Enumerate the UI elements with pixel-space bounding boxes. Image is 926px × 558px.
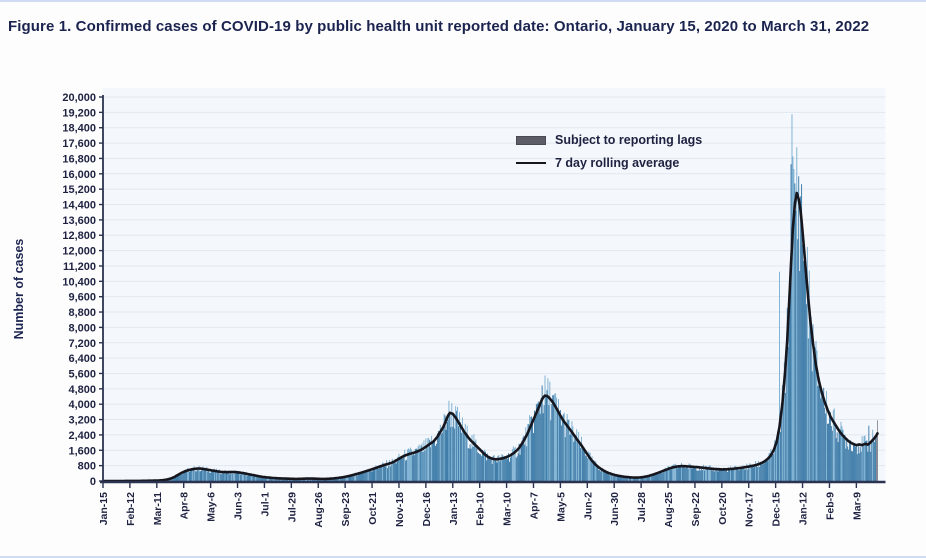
svg-text:Jan-12: Jan-12 [798, 492, 810, 525]
svg-text:12,000: 12,000 [62, 246, 96, 258]
svg-text:Sep-22: Sep-22 [690, 492, 702, 527]
svg-text:Jan-13: Jan-13 [448, 492, 460, 525]
svg-text:10,400: 10,400 [62, 276, 96, 288]
svg-text:Jun-3: Jun-3 [233, 492, 245, 520]
svg-text:2,400: 2,400 [68, 430, 96, 442]
y-axis-tick-labels: 0 800 1,600 2,400 3,200 4,000 4,800 5,600 6,400 7… [62, 92, 103, 488]
svg-text:Nov-17: Nov-17 [744, 492, 756, 527]
svg-text:May-6: May-6 [206, 492, 218, 522]
plot-background [103, 88, 886, 481]
svg-text:7,200: 7,200 [68, 338, 96, 350]
svg-text:1,600: 1,600 [68, 445, 96, 457]
svg-text:Feb-9: Feb-9 [824, 492, 836, 520]
svg-text:11,200: 11,200 [63, 261, 96, 273]
svg-text:15,200: 15,200 [62, 184, 96, 196]
svg-text:Dec-15: Dec-15 [771, 492, 783, 527]
rolling-average-line [101, 191, 879, 483]
daily-case-bars [129, 114, 878, 481]
svg-text:Jul-29: Jul-29 [286, 492, 298, 523]
reporting-lag-bars [876, 420, 878, 481]
legend-bar-swatch-icon [516, 135, 546, 145]
svg-text:16,000: 16,000 [62, 169, 96, 181]
svg-text:8,800: 8,800 [68, 307, 96, 319]
figure-title: Figure 1. Confirmed cases of COVID-19 by… [8, 18, 870, 35]
svg-text:Feb-10: Feb-10 [475, 492, 487, 526]
svg-text:Jun-30: Jun-30 [609, 492, 621, 526]
svg-text:5,600: 5,600 [68, 368, 96, 380]
svg-text:3,200: 3,200 [68, 415, 96, 427]
svg-text:Sep-23: Sep-23 [340, 492, 352, 527]
legend-label-reporting-lags: Subject to reporting lags [555, 133, 703, 147]
top-edge-strip [0, 0, 926, 2]
svg-text:4,800: 4,800 [68, 384, 96, 396]
legend-line-swatch-icon [516, 162, 546, 164]
axes [100, 95, 886, 484]
svg-text:Nov-18: Nov-18 [394, 492, 406, 527]
gridlines [103, 96, 886, 467]
svg-text:16,800: 16,800 [62, 153, 96, 165]
svg-text:19,200: 19,200 [62, 107, 96, 119]
svg-text:14,400: 14,400 [62, 200, 96, 212]
x-axis-tick-labels: Jan-15 Feb-12 Mar-11 Apr-8 May-6 Jun-3 Jul-1 Ju… [98, 482, 863, 528]
svg-text:Mar-9: Mar-9 [851, 492, 863, 520]
svg-text:Feb-12: Feb-12 [125, 492, 137, 526]
svg-text:Apr-7: Apr-7 [528, 492, 540, 520]
svg-text:Aug-26: Aug-26 [313, 492, 325, 528]
svg-text:Jul-28: Jul-28 [636, 492, 648, 523]
legend-item-rolling-average: 7 day rolling average [516, 156, 702, 170]
svg-text:Jun-2: Jun-2 [582, 492, 594, 520]
svg-text:9,600: 9,600 [68, 292, 96, 304]
svg-text:Oct-20: Oct-20 [717, 492, 729, 525]
svg-text:20,000: 20,000 [62, 92, 96, 104]
chart-legend: Subject to reporting lags 7 day rolling … [516, 133, 702, 170]
legend-item-reporting-lags: Subject to reporting lags [516, 133, 702, 147]
svg-text:Aug-25: Aug-25 [663, 492, 675, 528]
svg-text:Apr-8: Apr-8 [179, 492, 191, 520]
svg-text:Jan-15: Jan-15 [98, 492, 110, 525]
svg-text:17,600: 17,600 [62, 138, 96, 150]
svg-text:Jul-1: Jul-1 [259, 492, 271, 517]
svg-text:Oct-21: Oct-21 [367, 492, 379, 525]
svg-text:May-5: May-5 [555, 492, 567, 522]
svg-text:Mar-10: Mar-10 [502, 492, 514, 526]
legend-label-rolling-average: 7 day rolling average [555, 156, 680, 170]
svg-text:6,400: 6,400 [68, 353, 96, 365]
svg-text:Mar-11: Mar-11 [152, 492, 164, 525]
svg-text:Dec-16: Dec-16 [421, 492, 433, 527]
svg-text:0: 0 [90, 476, 96, 488]
svg-text:13,600: 13,600 [62, 215, 96, 227]
svg-text:8,000: 8,000 [68, 322, 96, 334]
bottom-edge-strip [0, 556, 926, 558]
svg-text:800: 800 [78, 461, 96, 473]
svg-text:4,000: 4,000 [68, 399, 96, 411]
svg-text:18,400: 18,400 [62, 123, 96, 135]
svg-text:12,800: 12,800 [62, 230, 96, 242]
